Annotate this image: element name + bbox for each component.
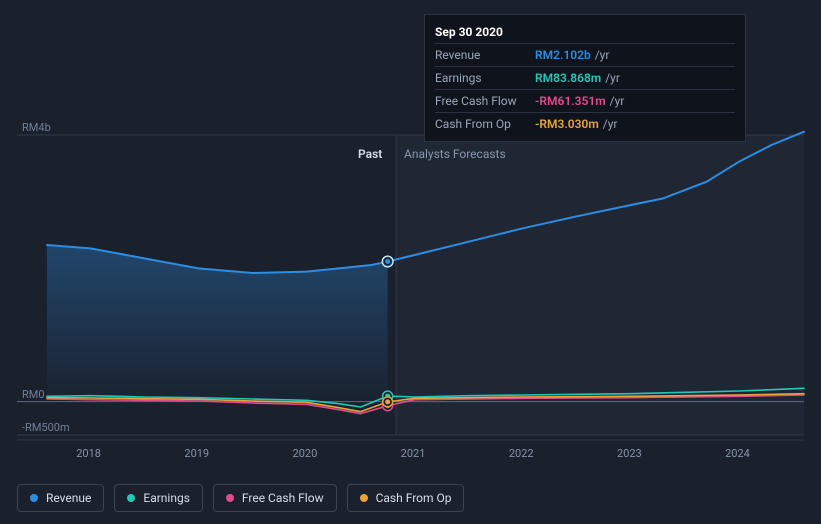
legend-label: Earnings [143, 491, 190, 505]
tooltip-metric-unit: /yr [610, 94, 625, 108]
y-axis-tick: -RM500m [22, 421, 70, 434]
tooltip-metric-value: -RM61.351m [535, 94, 606, 108]
tooltip-metric-unit: /yr [603, 117, 618, 131]
legend-label: Revenue [46, 491, 91, 505]
past-section-label: Past [358, 147, 382, 161]
x-axis-tick: 2022 [509, 447, 534, 460]
legend-item-earnings[interactable]: Earnings [114, 484, 203, 512]
legend-label: Free Cash Flow [242, 491, 324, 505]
x-axis-tick: 2020 [293, 447, 318, 460]
forecast-section-label: Analysts Forecasts [404, 147, 506, 161]
tooltip-metric-label: Cash From Op [435, 117, 535, 131]
chart-tooltip: Sep 30 2020 RevenueRM2.102b/yrEarningsRM… [424, 14, 746, 142]
y-axis-tick: RM0 [22, 388, 45, 401]
x-axis-tick: 2024 [725, 447, 750, 460]
tooltip-metric-unit: /yr [605, 71, 620, 85]
tooltip-metric-label: Revenue [435, 48, 535, 62]
tooltip-metric-value: -RM3.030m [535, 117, 599, 131]
tooltip-metric-value: RM83.868m [535, 71, 601, 85]
x-axis-tick: 2021 [401, 447, 426, 460]
legend-dot-icon [360, 494, 368, 502]
chart-legend: Revenue Earnings Free Cash Flow Cash From O… [17, 484, 464, 512]
legend-item-cfo[interactable]: Cash From Op [347, 484, 465, 512]
financial-forecast-chart: RM4b RM0 -RM500m 2018 2019 2020 2021 2022 2023 2… [0, 0, 821, 524]
tooltip-metric-label: Earnings [435, 71, 535, 85]
tooltip-metric-label: Free Cash Flow [435, 94, 535, 108]
tooltip-metric-unit: /yr [595, 48, 610, 62]
tooltip-row: RevenueRM2.102b/yr [435, 44, 735, 67]
legend-label: Cash From Op [376, 491, 452, 505]
legend-item-fcf[interactable]: Free Cash Flow [213, 484, 337, 512]
x-axis-tick: 2018 [76, 447, 101, 460]
tooltip-row: EarningsRM83.868m/yr [435, 67, 735, 90]
legend-dot-icon [30, 494, 38, 502]
tooltip-row: Cash From Op-RM3.030m/yr [435, 113, 735, 135]
y-axis-tick: RM4b [22, 121, 51, 134]
tooltip-date: Sep 30 2020 [435, 21, 735, 44]
tooltip-metric-value: RM2.102b [535, 48, 591, 62]
x-axis-tick: 2019 [184, 447, 209, 460]
tooltip-row: Free Cash Flow-RM61.351m/yr [435, 90, 735, 113]
legend-dot-icon [127, 494, 135, 502]
legend-item-revenue[interactable]: Revenue [17, 484, 104, 512]
legend-dot-icon [226, 494, 234, 502]
x-axis-tick: 2023 [617, 447, 642, 460]
